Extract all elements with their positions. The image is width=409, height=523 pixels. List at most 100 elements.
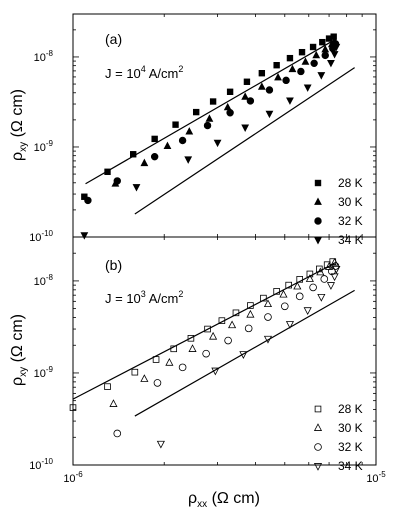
data-point-32k (113, 429, 122, 438)
panel-a-y-tick-labels: 10-8 10-9 10-10 (29, 49, 53, 244)
data-point-34k (265, 110, 274, 119)
data-point-30k (140, 374, 149, 382)
data-point-28k (192, 108, 200, 116)
data-point-34k (317, 293, 326, 302)
panel-b-ticks (72, 236, 377, 466)
legend-marker-32k (314, 217, 322, 225)
data-point-32k (224, 336, 232, 345)
data-point-28k (309, 43, 317, 51)
legend-marker-30k (314, 197, 322, 205)
data-point-28k (258, 70, 266, 77)
data-point-34k (330, 273, 339, 282)
legend-marker-28k (314, 405, 322, 413)
data-point-28k (187, 335, 195, 342)
data-point-32k (309, 283, 317, 292)
data-point-34k (213, 139, 222, 148)
data-point-34k (327, 59, 335, 68)
data-point-28k (226, 88, 234, 96)
data-point-30k (188, 344, 197, 352)
data-point-34k (303, 84, 312, 92)
data-point-32k (244, 324, 253, 333)
data-point-30k (316, 267, 325, 276)
data-point-28k (273, 288, 280, 295)
data-point-32k (264, 313, 272, 321)
data-point-32k (295, 292, 304, 301)
data-point-32k (202, 349, 210, 358)
data-point-34k (80, 232, 89, 240)
data-point-28k (218, 317, 226, 324)
data-point-34k (317, 72, 326, 80)
data-point-30k (293, 281, 302, 290)
data-point-28k (316, 265, 323, 273)
y-tick-label: 10-9 (34, 139, 54, 154)
data-point-34k (326, 282, 335, 290)
panel-a: 28 K 30 K 32 K 34 K 10-8 10-9 10-10 (a) J = 1… (9, 13, 377, 247)
data-point-32k (321, 51, 329, 60)
data-point-28k (170, 345, 178, 353)
data-point-28k (243, 78, 251, 85)
data-point-28k (232, 309, 240, 317)
data-point-28k (286, 54, 294, 62)
legend-label-30k: 30 K (338, 195, 363, 209)
data-point-28k (247, 302, 254, 309)
legend-marker-28k (314, 179, 322, 187)
panel-b-legend: 28 K 30 K 32 K 34 K (313, 402, 363, 473)
data-point-34k (330, 51, 339, 59)
data-point-30k (288, 64, 297, 73)
data-point-28k (152, 356, 160, 363)
data-point-30k (223, 102, 232, 111)
data-point-32k (297, 67, 305, 76)
data-point-28k (209, 98, 217, 105)
data-point-28k (172, 121, 179, 128)
legend-label-32k: 32 K (338, 214, 363, 228)
fit-line-2 (134, 67, 355, 215)
data-point-28k (260, 294, 267, 302)
data-point-30k (140, 158, 149, 167)
data-point-28k (329, 258, 337, 265)
panel-b-fit-lines (72, 262, 355, 417)
y-tick-label: 10-10 (29, 457, 53, 472)
data-point-30k (241, 92, 250, 100)
data-point-34k (263, 335, 273, 344)
data-point-30k (274, 73, 282, 81)
legend-label-28k: 28 K (338, 176, 363, 190)
data-point-34k (332, 265, 341, 274)
data-point-28k (104, 168, 111, 175)
y-tick-label: 10-10 (29, 229, 53, 244)
data-point-34k (285, 321, 295, 329)
fit-line-1 (85, 39, 335, 185)
data-point-32k (178, 136, 187, 145)
panel-b-points (69, 257, 341, 449)
data-point-32k (84, 196, 92, 205)
data-point-32k (226, 109, 234, 117)
panel-a-ticks (72, 13, 377, 238)
y-tick-label: 10-8 (34, 49, 54, 64)
data-point-32k (265, 86, 274, 94)
data-point-28k (285, 281, 292, 289)
data-point-30k (330, 257, 339, 266)
panel-a-y-axis-label: ρxy (Ω cm) (9, 89, 29, 161)
data-point-32k (203, 121, 212, 130)
data-point-28k (319, 38, 326, 46)
data-point-28k (151, 135, 158, 143)
data-point-32k (178, 363, 187, 372)
y-tick-label: 10-9 (34, 365, 54, 380)
data-point-30k (109, 399, 118, 407)
data-point-30k (185, 127, 194, 135)
data-point-34k (239, 351, 248, 359)
data-point-32k (282, 76, 290, 85)
fit-line-2 (134, 289, 355, 417)
panel-b-frame (72, 236, 377, 466)
data-point-28k (273, 62, 280, 69)
data-point-32k (280, 302, 289, 311)
data-point-32k (153, 379, 162, 387)
data-point-30k (301, 57, 310, 65)
data-point-28k (298, 48, 306, 56)
data-point-34k (241, 124, 250, 132)
fit-line-1 (72, 262, 335, 400)
data-point-32k (113, 177, 121, 185)
data-point-34k (303, 307, 312, 316)
data-point-28k (104, 383, 111, 390)
data-point-34k (211, 367, 220, 376)
